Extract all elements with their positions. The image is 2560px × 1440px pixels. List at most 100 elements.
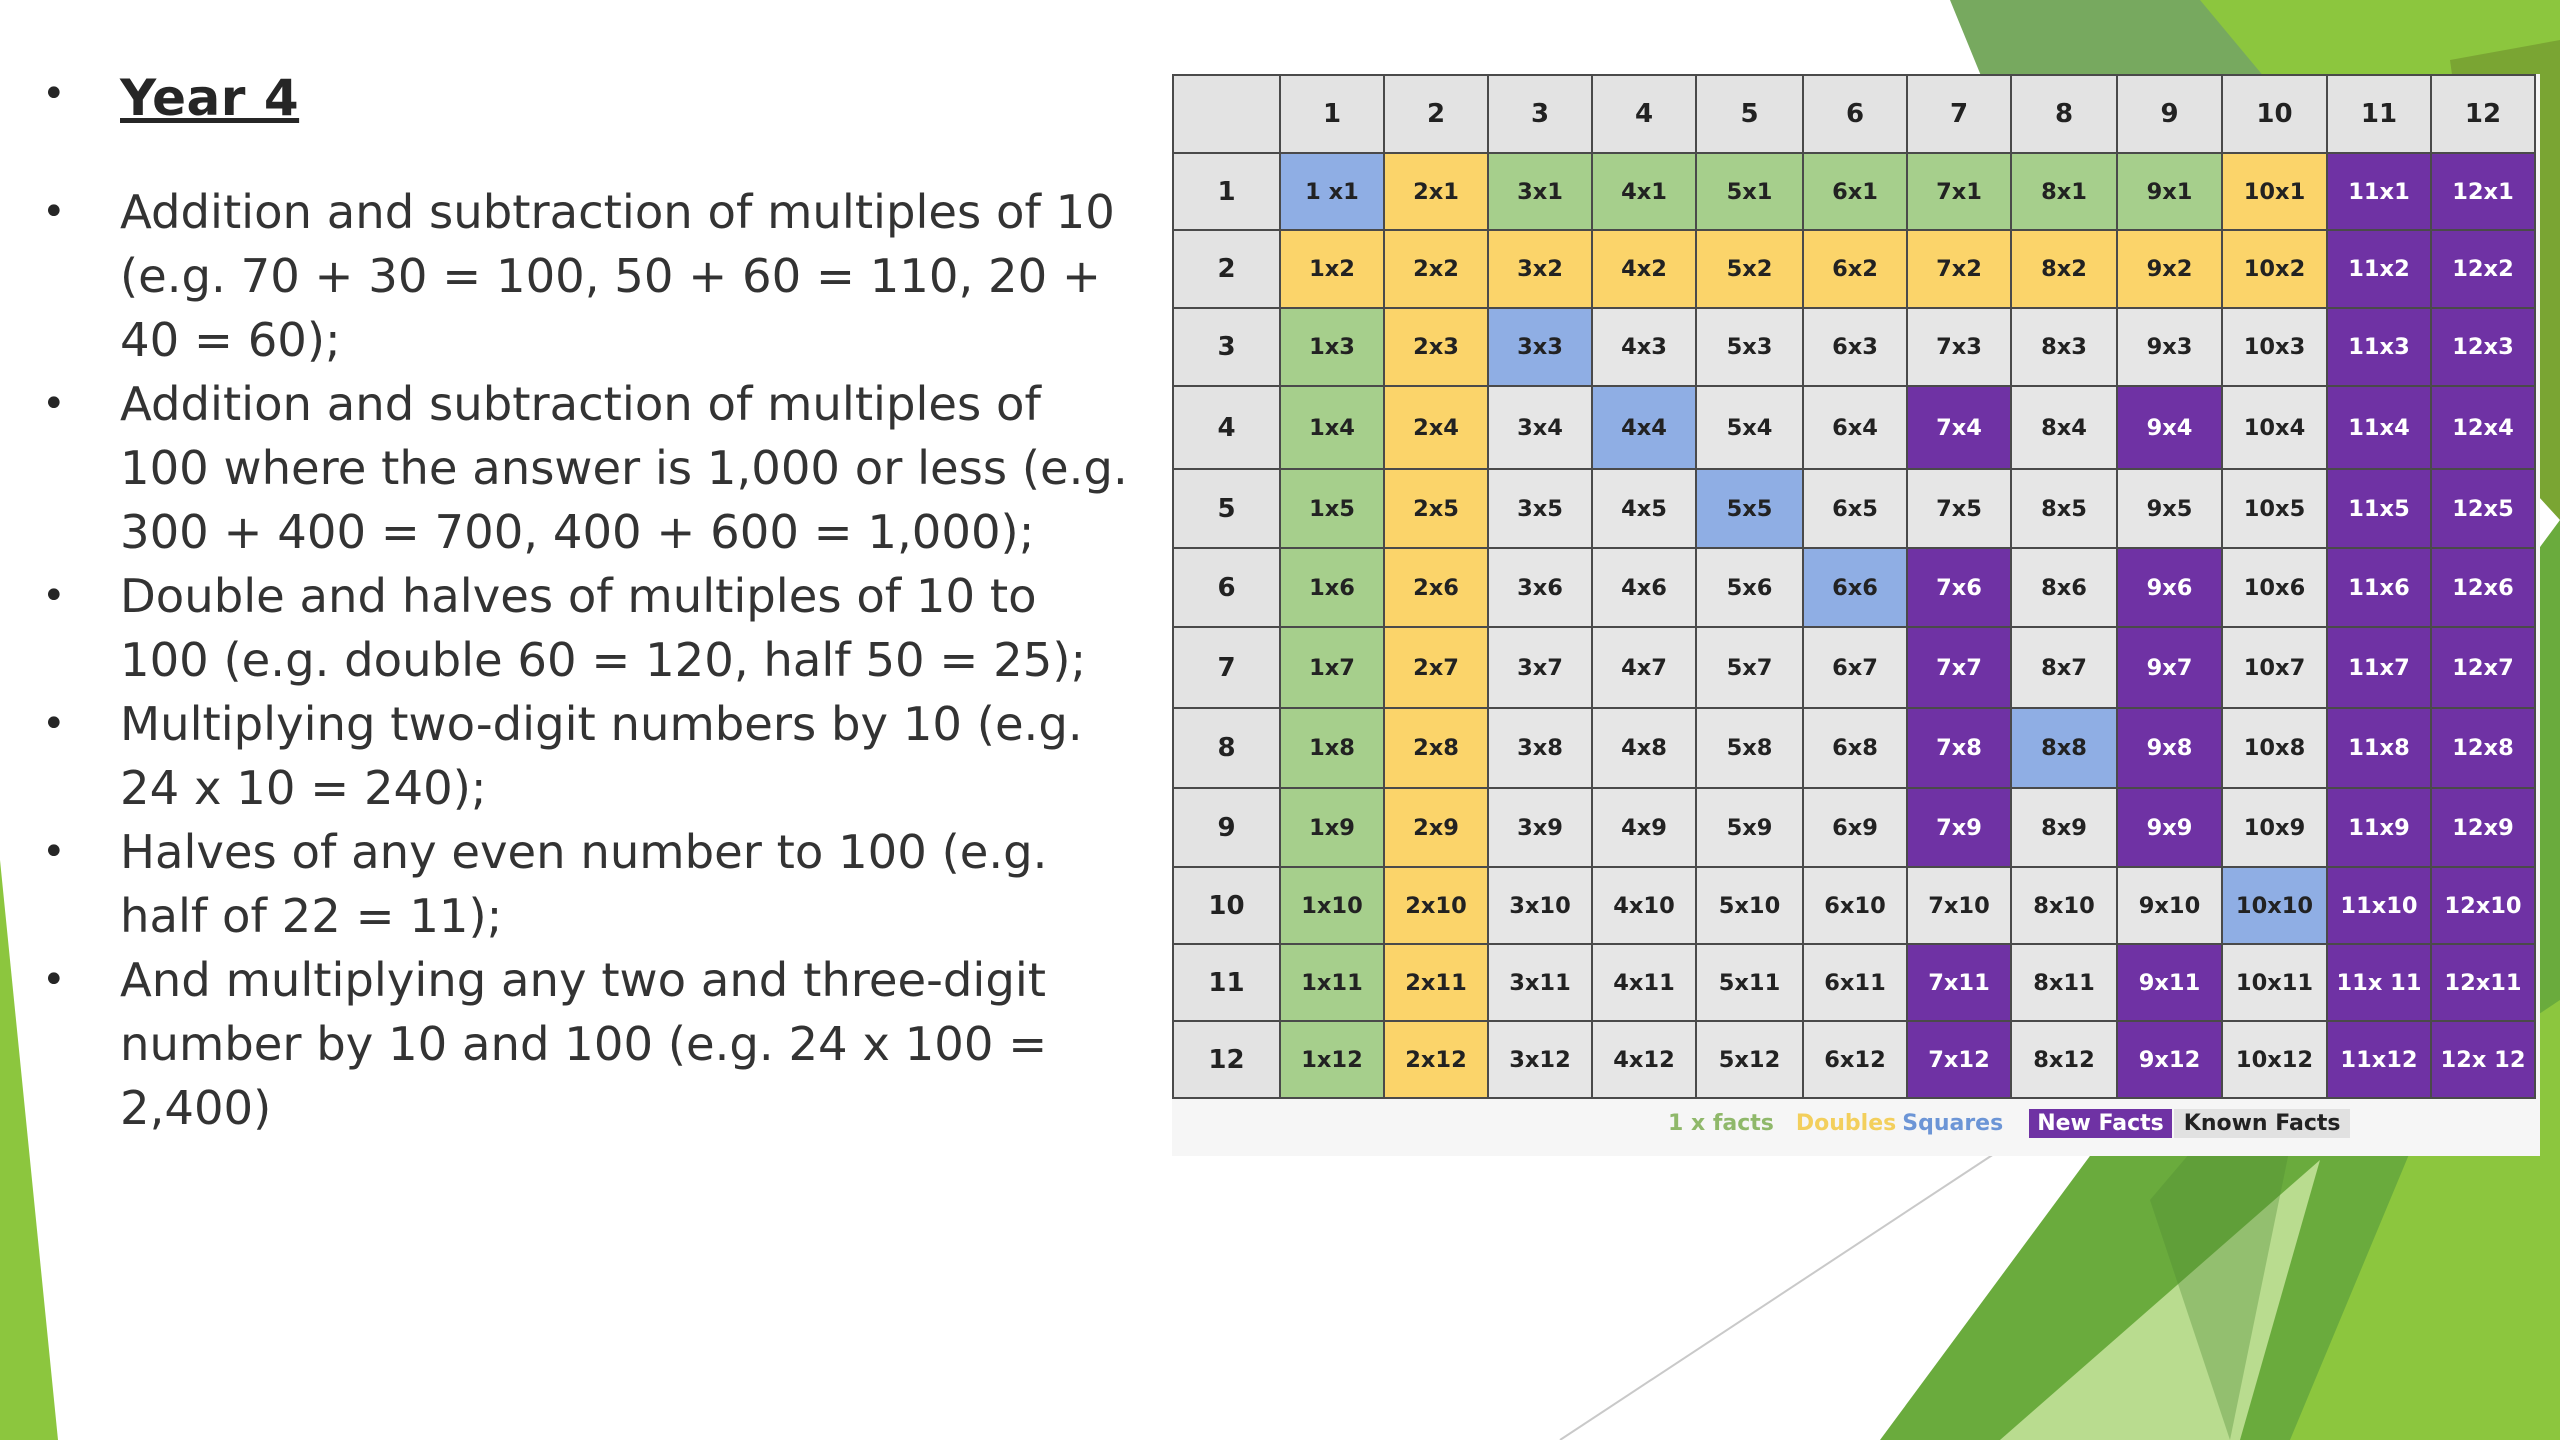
fact-cell: 1x6 (1279, 547, 1385, 628)
fact-cell: 6x7 (1802, 626, 1908, 709)
fact-cell: 3x12 (1487, 1020, 1593, 1099)
fact-cell: 2x9 (1383, 787, 1489, 868)
fact-cell: 6x1 (1802, 152, 1908, 231)
fact-cell: 2x11 (1383, 943, 1489, 1022)
fact-cell: 7x4 (1906, 385, 2012, 470)
legend-doubles: Doubles (1795, 1111, 1897, 1136)
legend-squares: Squares (1902, 1111, 2004, 1136)
fact-cell: 12x3 (2430, 307, 2536, 387)
legend-known-facts: Known Facts (2173, 1109, 2351, 1138)
bullet-item: • Halves of any even number to 100 (e.g. … (40, 820, 1130, 948)
fact-cell: 1x11 (1279, 943, 1385, 1022)
fact-cell: 9x8 (2116, 707, 2223, 789)
multiplication-grid-panel: 1 2 3 4 5 6 7 8 9 10 11 12 1 1 x1 2x1 3x1 4x1 5x1 6x1 7x1 8x… (1172, 74, 2540, 1156)
fact-cell: 10x1 (2221, 152, 2328, 231)
table-row: 11 1x11 2x11 3x11 4x11 5x11 6x11 7x11 8x11 9x11 10… (1172, 943, 2536, 1022)
table-row: 2 1x2 2x2 3x2 4x2 5x2 6x2 7x2 8x2 9x2 10x2 11x2 12x2 (1172, 229, 2536, 309)
fact-cell: 10x3 (2221, 307, 2328, 387)
fact-cell: 9x5 (2116, 468, 2223, 549)
fact-cell: 11x3 (2326, 307, 2432, 387)
row-header: 8 (1172, 707, 1281, 789)
fact-cell: 6x6 (1802, 547, 1908, 628)
fact-cell: 9x9 (2116, 787, 2223, 868)
fact-cell: 5x5 (1695, 468, 1804, 549)
bullet-marker: • (42, 189, 66, 235)
fact-cell: 8x9 (2010, 787, 2118, 868)
row-header: 9 (1172, 787, 1281, 868)
table-row: 7 1x7 2x7 3x7 4x7 5x7 6x7 7x7 8x7 9x7 10x7 11x7 12x7 (1172, 626, 2536, 709)
row-header: 11 (1172, 943, 1281, 1022)
bullet-marker: • (42, 381, 66, 427)
fact-cell: 6x2 (1802, 229, 1908, 309)
fact-cell: 7x12 (1906, 1020, 2012, 1099)
legend-new-facts: New Facts (2029, 1109, 2172, 1138)
title-row: • Year 4 (40, 62, 1130, 134)
fact-cell: 3x4 (1487, 385, 1593, 470)
fact-cell: 3x7 (1487, 626, 1593, 709)
fact-cell: 8x5 (2010, 468, 2118, 549)
fact-cell: 7x6 (1906, 547, 2012, 628)
fact-cell: 12x9 (2430, 787, 2536, 868)
column-header: 5 (1695, 74, 1804, 154)
fact-cell: 4x1 (1591, 152, 1697, 231)
column-header: 8 (2010, 74, 2118, 154)
fact-cell: 1 x1 (1279, 152, 1385, 231)
decor-pale-green-bottom (2000, 1160, 2320, 1440)
fact-cell: 10x12 (2221, 1020, 2328, 1099)
fact-cell: 7x10 (1906, 866, 2012, 945)
row-header: 5 (1172, 468, 1281, 549)
fact-cell: 12x 12 (2430, 1020, 2536, 1099)
column-header: 6 (1802, 74, 1908, 154)
row-header: 4 (1172, 385, 1281, 470)
fact-cell: 11x2 (2326, 229, 2432, 309)
fact-cell: 9x1 (2116, 152, 2223, 231)
fact-cell: 6x4 (1802, 385, 1908, 470)
fact-cell: 12x10 (2430, 866, 2536, 945)
bullet-text: Addition and subtraction of multiples of… (120, 185, 1115, 367)
decor-thin-line (1559, 1149, 2001, 1440)
fact-cell: 6x11 (1802, 943, 1908, 1022)
bullet-text: Halves of any even number to 100 (e.g. h… (120, 825, 1048, 943)
fact-cell: 8x8 (2010, 707, 2118, 789)
fact-cell: 8x11 (2010, 943, 2118, 1022)
fact-cell: 11x8 (2326, 707, 2432, 789)
table-row: 9 1x9 2x9 3x9 4x9 5x9 6x9 7x9 8x9 9x9 10x9 11x9 12x9 (1172, 787, 2536, 868)
fact-cell: 2x6 (1383, 547, 1489, 628)
fact-cell: 10x5 (2221, 468, 2328, 549)
fact-cell: 10x7 (2221, 626, 2328, 709)
fact-cell: 5x11 (1695, 943, 1804, 1022)
fact-cell: 1x4 (1279, 385, 1385, 470)
table-row: 3 1x3 2x3 3x3 4x3 5x3 6x3 7x3 8x3 9x3 10x3 11x3 12x3 (1172, 307, 2536, 387)
fact-cell: 6x8 (1802, 707, 1908, 789)
fact-cell: 8x1 (2010, 152, 2118, 231)
row-header: 7 (1172, 626, 1281, 709)
fact-cell: 5x3 (1695, 307, 1804, 387)
fact-cell: 10x6 (2221, 547, 2328, 628)
multiplication-table: 1 2 3 4 5 6 7 8 9 10 11 12 1 1 x1 2x1 3x1 4x1 5x1 6x1 7x1 8x… (1172, 74, 2536, 1099)
fact-cell: 9x3 (2116, 307, 2223, 387)
fact-cell: 1x2 (1279, 229, 1385, 309)
fact-cell: 10x11 (2221, 943, 2328, 1022)
fact-cell: 8x4 (2010, 385, 2118, 470)
column-header: 2 (1383, 74, 1489, 154)
table-row: 5 1x5 2x5 3x5 4x5 5x5 6x5 7x5 8x5 9x5 10x5 11x5 12x5 (1172, 468, 2536, 549)
fact-cell: 7x7 (1906, 626, 2012, 709)
fact-cell: 4x12 (1591, 1020, 1697, 1099)
fact-cell: 4x11 (1591, 943, 1697, 1022)
fact-cell: 4x10 (1591, 866, 1697, 945)
fact-cell: 3x9 (1487, 787, 1593, 868)
fact-cell: 12x7 (2430, 626, 2536, 709)
fact-cell: 5x4 (1695, 385, 1804, 470)
bullet-text: Double and halves of multiples of 10 to … (120, 569, 1087, 687)
fact-cell: 10x8 (2221, 707, 2328, 789)
bullet-text: Multiplying two-digit numbers by 10 (e.g… (120, 697, 1083, 815)
fact-cell: 3x5 (1487, 468, 1593, 549)
row-header: 6 (1172, 547, 1281, 628)
fact-cell: 3x11 (1487, 943, 1593, 1022)
fact-cell: 8x7 (2010, 626, 2118, 709)
fact-cell: 5x6 (1695, 547, 1804, 628)
fact-cell: 3x1 (1487, 152, 1593, 231)
fact-cell: 11x6 (2326, 547, 2432, 628)
fact-cell: 6x3 (1802, 307, 1908, 387)
decor-green-left-edge (0, 860, 58, 1440)
